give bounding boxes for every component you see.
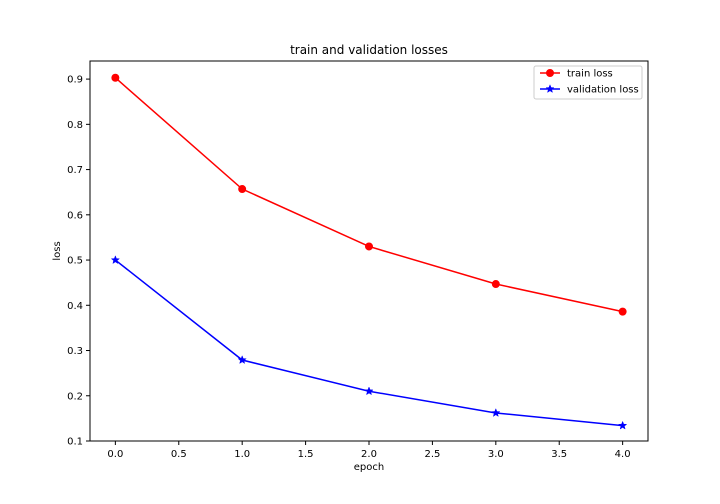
data-point-validation-loss xyxy=(491,408,501,417)
y-tick-label: 0.5 xyxy=(67,256,83,267)
legend-item-validation-loss: validation loss xyxy=(540,84,639,96)
y-tick-label: 0.9 xyxy=(67,75,83,86)
x-tick-label: 3.0 xyxy=(488,449,504,460)
x-tick-label: 4.0 xyxy=(615,449,631,460)
data-point-validation-loss xyxy=(364,386,374,396)
plot-area: 0.0 0.5 1.0 1.5 2.0 2.5 3.0 3.5 4.0 0.1 0.2 0.3 0.4 0… xyxy=(67,60,649,460)
data-point-validation-loss xyxy=(237,355,247,364)
legend-label: validation loss xyxy=(567,85,639,96)
legend-marker xyxy=(545,84,555,93)
legend-label: train loss xyxy=(567,69,613,80)
x-tick-label: 1.5 xyxy=(298,449,314,460)
y-axis-label: loss xyxy=(52,241,63,260)
y-tick-label: 0.6 xyxy=(67,210,83,221)
legend-marker xyxy=(546,69,554,77)
x-tick-label: 0.0 xyxy=(107,449,123,460)
y-tick-label: 0.2 xyxy=(67,391,83,402)
x-axis-label: epoch xyxy=(354,462,384,473)
x-tick-label: 3.5 xyxy=(551,449,567,460)
data-point-train-loss xyxy=(365,242,373,251)
data-point-train-loss xyxy=(618,307,627,316)
series-validation-loss xyxy=(110,255,628,430)
data-point-train-loss xyxy=(111,73,120,82)
data-point-validation-loss xyxy=(617,420,628,430)
y-tick-label: 0.8 xyxy=(67,120,83,131)
series-train-loss xyxy=(111,73,627,316)
x-tick-label: 1.0 xyxy=(234,449,250,460)
axes-ticks: 0.0 0.5 1.0 1.5 2.0 2.5 3.0 3.5 4.0 0.1 0.2 0.3 0.4 0… xyxy=(67,75,630,460)
chart-title: train and validation losses xyxy=(290,43,448,57)
data-point-train-loss xyxy=(491,280,500,289)
y-tick-label: 0.1 xyxy=(67,437,83,448)
y-tick-label: 0.7 xyxy=(67,165,83,176)
y-tick-label: 0.3 xyxy=(67,346,83,357)
y-tick-label: 0.4 xyxy=(67,301,83,312)
legend: train loss validation loss xyxy=(533,65,643,100)
data-point-train-loss xyxy=(238,185,247,194)
plot-frame xyxy=(89,60,649,442)
x-tick-label: 2.5 xyxy=(424,449,440,460)
legend-item-train-loss: train loss xyxy=(540,69,613,80)
x-tick-label: 0.5 xyxy=(171,449,187,460)
data-point-validation-loss xyxy=(110,255,121,265)
x-tick-label: 2.0 xyxy=(361,449,377,460)
legend-box xyxy=(533,65,643,100)
series-layer xyxy=(110,73,628,430)
